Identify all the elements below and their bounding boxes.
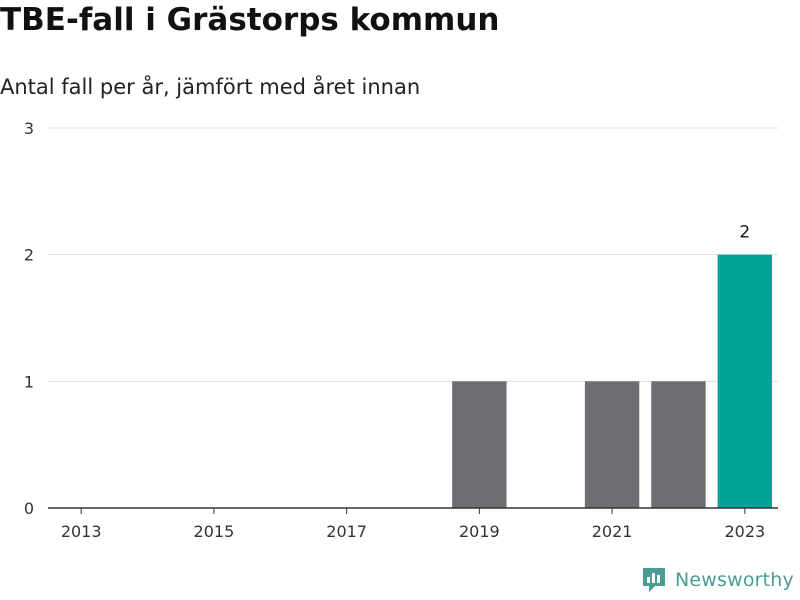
grid-lines <box>48 127 778 382</box>
y-tick-label-3: 3 <box>24 119 34 138</box>
bar-chart: 0 1 2 3 2013 2015 2017 2019 2021 2023 2 <box>24 119 778 541</box>
data-label-2023: 2 <box>739 223 750 243</box>
y-tick-label-0: 0 <box>24 499 34 518</box>
x-tick-label-2015: 2015 <box>194 522 235 541</box>
x-axis <box>48 507 778 514</box>
x-tick-label-2017: 2017 <box>326 522 367 541</box>
bar-2022 <box>651 381 706 508</box>
y-tick-label-1: 1 <box>24 372 34 391</box>
bars <box>452 254 773 508</box>
newsworthy-logo: Newsworthy <box>641 566 794 594</box>
x-tick-label-2013: 2013 <box>61 522 102 541</box>
bar-chart-logo-icon <box>642 568 665 592</box>
x-tick-label-2019: 2019 <box>459 522 500 541</box>
tick-labels: 0 1 2 3 2013 2015 2017 2019 2021 2023 2 <box>24 119 765 541</box>
y-tick-label-2: 2 <box>24 246 34 265</box>
brand-name: Newsworthy <box>674 569 794 591</box>
x-tick-label-2021: 2021 <box>592 522 633 541</box>
bar-2021 <box>584 381 640 508</box>
chart-subtitle: Antal fall per år, jämfört med året inna… <box>0 75 421 99</box>
bar-2023 <box>717 254 773 508</box>
x-tick-label-2023: 2023 <box>724 522 765 541</box>
chart-title: TBE-fall i Grästorps kommun <box>0 2 500 38</box>
bar-2019 <box>452 381 507 508</box>
